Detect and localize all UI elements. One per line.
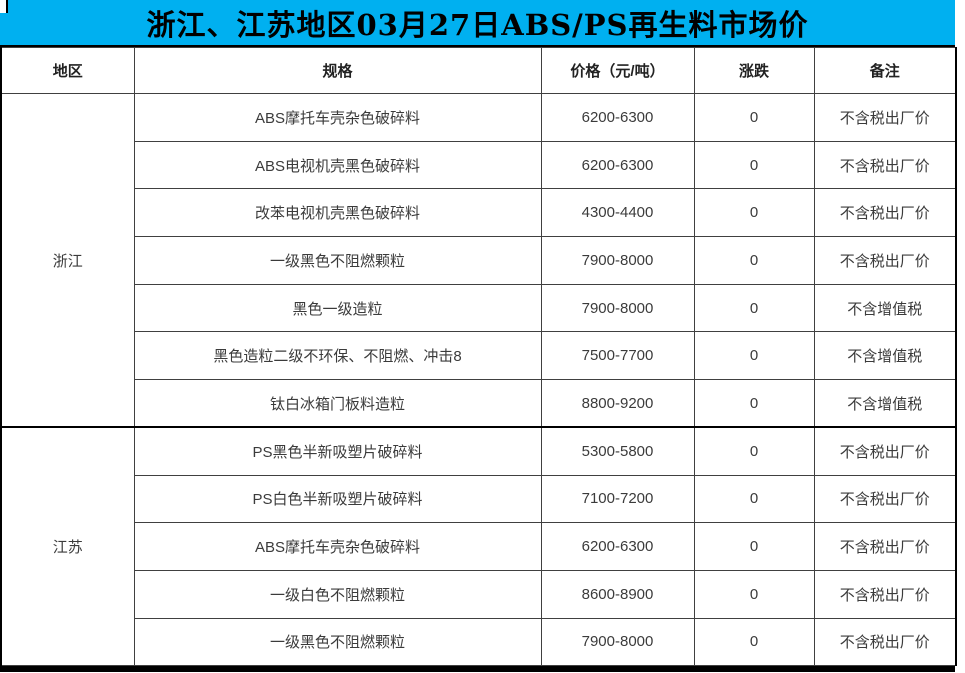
note-cell: 不含税出厂价 [813, 617, 957, 667]
price-cell: 8800-9200 [540, 379, 695, 428]
change-cell: 0 [693, 236, 815, 285]
change-cell: 0 [693, 283, 815, 333]
price-cell: 4300-4400 [540, 188, 695, 238]
note-cell: 不含税出厂价 [813, 140, 957, 190]
price-cell: 6200-6300 [540, 140, 695, 190]
spec-cell: 一级黑色不阻燃颗粒 [133, 617, 542, 667]
change-cell: 0 [693, 140, 815, 190]
table-row: 钛白冰箱门板料造粒 8800-9200 0 不含增值税 [1, 379, 957, 428]
note-cell: 不含税出厂价 [813, 188, 957, 238]
table-row: 一级白色不阻燃颗粒 8600-8900 0 不含税出厂价 [1, 569, 957, 619]
header-spec: 规格 [133, 47, 542, 94]
table-row: PS白色半新吸塑片破碎料 7100-7200 0 不含税出厂价 [1, 474, 957, 524]
price-cell: 7900-8000 [540, 236, 695, 285]
price-cell: 7100-7200 [540, 474, 695, 524]
table-row: 改苯电视机壳黑色破碎料 4300-4400 0 不含税出厂价 [1, 188, 957, 238]
change-cell: 0 [693, 617, 815, 667]
note-cell: 不含增值税 [813, 331, 957, 381]
change-cell: 0 [693, 331, 815, 381]
change-cell: 0 [693, 93, 815, 142]
change-cell: 0 [693, 188, 815, 238]
spec-cell: ABS电视机壳黑色破碎料 [133, 140, 542, 190]
note-cell: 不含税出厂价 [813, 236, 957, 285]
region-cell-zhejiang: 浙江 [0, 93, 135, 428]
spec-cell: 一级白色不阻燃颗粒 [133, 569, 542, 619]
note-cell: 不含税出厂价 [813, 93, 957, 142]
price-cell: 7500-7700 [540, 331, 695, 381]
spec-cell: PS黑色半新吸塑片破碎料 [133, 426, 542, 476]
price-cell: 5300-5800 [540, 426, 695, 476]
table-row: ABS摩托车壳杂色破碎料 6200-6300 0 不含税出厂价 [1, 522, 957, 571]
header-note: 备注 [813, 47, 957, 94]
note-cell: 不含税出厂价 [813, 426, 957, 476]
price-cell: 7900-8000 [540, 283, 695, 333]
note-cell: 不含增值税 [813, 283, 957, 333]
spec-cell: 一级黑色不阻燃颗粒 [133, 236, 542, 285]
note-cell: 不含税出厂价 [813, 474, 957, 524]
spec-cell: 黑色造粒二级不环保、不阻燃、冲击8 [133, 331, 542, 381]
spec-cell: 黑色一级造粒 [133, 283, 542, 333]
note-cell: 不含税出厂价 [813, 522, 957, 571]
region-cell-jiangsu: 江苏 [0, 426, 135, 667]
note-cell: 不含增值税 [813, 379, 957, 428]
title-bar: 浙江、江苏地区03月27日ABS/PS再生料市场价 [0, 0, 955, 47]
table-row: ABS电视机壳黑色破碎料 6200-6300 0 不含税出厂价 [1, 140, 957, 190]
spec-cell: 改苯电视机壳黑色破碎料 [133, 188, 542, 238]
price-table: 地区 规格 价格（元/吨） 涨跌 备注 浙江 ABS摩托车壳杂色破碎料 6200… [0, 47, 957, 667]
page-title: 浙江、江苏地区03月27日ABS/PS再生料市场价 [146, 7, 809, 42]
change-cell: 0 [693, 379, 815, 428]
change-cell: 0 [693, 522, 815, 571]
change-cell: 0 [693, 426, 815, 476]
table-row: 一级黑色不阻燃颗粒 7900-8000 0 不含税出厂价 [1, 617, 957, 667]
table-row: 黑色一级造粒 7900-8000 0 不含增值税 [1, 283, 957, 333]
spec-cell: ABS摩托车壳杂色破碎料 [133, 93, 542, 142]
table-row: 一级黑色不阻燃颗粒 7900-8000 0 不含税出厂价 [1, 236, 957, 285]
note-cell: 不含税出厂价 [813, 569, 957, 619]
price-cell: 6200-6300 [540, 93, 695, 142]
spec-cell: 钛白冰箱门板料造粒 [133, 379, 542, 428]
header-row: 地区 规格 价格（元/吨） 涨跌 备注 [0, 47, 957, 94]
price-cell: 7900-8000 [540, 617, 695, 667]
header-region: 地区 [0, 47, 135, 94]
change-cell: 0 [693, 569, 815, 619]
price-cell: 6200-6300 [540, 522, 695, 571]
table-row: 黑色造粒二级不环保、不阻燃、冲击8 7500-7700 0 不含增值税 [1, 331, 957, 381]
price-cell: 8600-8900 [540, 569, 695, 619]
spec-cell: PS白色半新吸塑片破碎料 [133, 474, 542, 524]
header-price: 价格（元/吨） [540, 47, 695, 94]
corner-notch [0, 0, 8, 13]
change-cell: 0 [693, 474, 815, 524]
table-row: 浙江 ABS摩托车壳杂色破碎料 6200-6300 0 不含税出厂价 [0, 93, 957, 428]
bottom-border-bar [0, 666, 955, 673]
spec-cell: ABS摩托车壳杂色破碎料 [133, 522, 542, 571]
header-change: 涨跌 [693, 47, 815, 94]
table-row: 江苏 PS黑色半新吸塑片破碎料 5300-5800 0 不含税出厂价 [0, 426, 957, 667]
